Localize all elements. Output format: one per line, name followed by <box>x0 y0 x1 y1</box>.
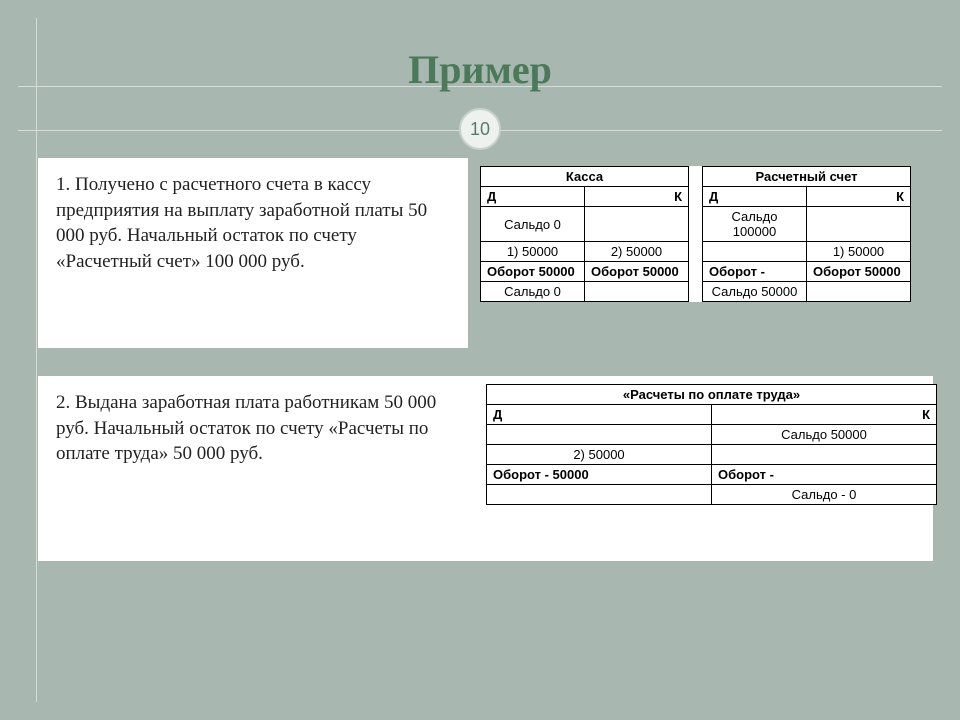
kassa-saldo-end: Сальдо 0 <box>481 282 585 302</box>
rs-saldo-end: Сальдо 50000 <box>703 282 807 302</box>
rs-title: Расчетный счет <box>703 167 911 187</box>
kassa-saldo-start: Сальдо 0 <box>481 207 585 242</box>
t2-row-k <box>712 445 937 465</box>
t2-K: К <box>712 405 937 425</box>
kassa-row-k: 2) 50000 <box>585 242 689 262</box>
item-1-box: 1. Получено с расчетного счета в кассу п… <box>38 158 468 348</box>
rs-turn-d: Оборот - <box>703 262 807 282</box>
t2-title: «Расчеты по оплате труда» <box>487 385 937 405</box>
t2-saldo-end: Сальдо - 0 <box>712 485 937 505</box>
page-number-wrap: 10 <box>18 108 942 150</box>
kassa-row-d: 1) 50000 <box>481 242 585 262</box>
t-accounts-1: Касса Расчетный счет Д К Д К Сальдо 0 Са… <box>480 166 911 302</box>
t2-D: Д <box>487 405 712 425</box>
page-title: Пример <box>18 46 942 93</box>
kassa-D: Д <box>481 187 585 207</box>
tables-2: «Расчеты по оплате труда» Д К Сальдо 500… <box>486 384 942 505</box>
t2-row-d: 2) 50000 <box>487 445 712 465</box>
page-number: 10 <box>459 108 501 150</box>
rs-K: К <box>807 187 911 207</box>
rs-D: Д <box>703 187 807 207</box>
item-2-box: 2. Выдана заработная плата работникам 50… <box>38 376 933 561</box>
tables-1: Касса Расчетный счет Д К Д К Сальдо 0 Са… <box>480 166 932 302</box>
t2-turn-d: Оборот - 50000 <box>487 465 712 485</box>
t2-turn-k: Оборот - <box>712 465 937 485</box>
rs-saldo-start: Сальдо 100000 <box>703 207 807 242</box>
kassa-turn-k: Оборот 50000 <box>585 262 689 282</box>
t2-saldo-start: Сальдо 50000 <box>712 425 937 445</box>
kassa-title: Касса <box>481 167 689 187</box>
rs-row-k: 1) 50000 <box>807 242 911 262</box>
t-account-2: «Расчеты по оплате труда» Д К Сальдо 500… <box>486 384 937 505</box>
kassa-K: К <box>585 187 689 207</box>
slide: Пример 10 1. Получено с расчетного счета… <box>18 18 942 702</box>
rs-turn-k: Оборот 50000 <box>807 262 911 282</box>
kassa-turn-d: Оборот 50000 <box>481 262 585 282</box>
rs-row-d <box>703 242 807 262</box>
item-2-text: 2. Выдана заработная плата работникам 50… <box>38 376 458 481</box>
item-1-text: 1. Получено с расчетного счета в кассу п… <box>38 158 468 289</box>
